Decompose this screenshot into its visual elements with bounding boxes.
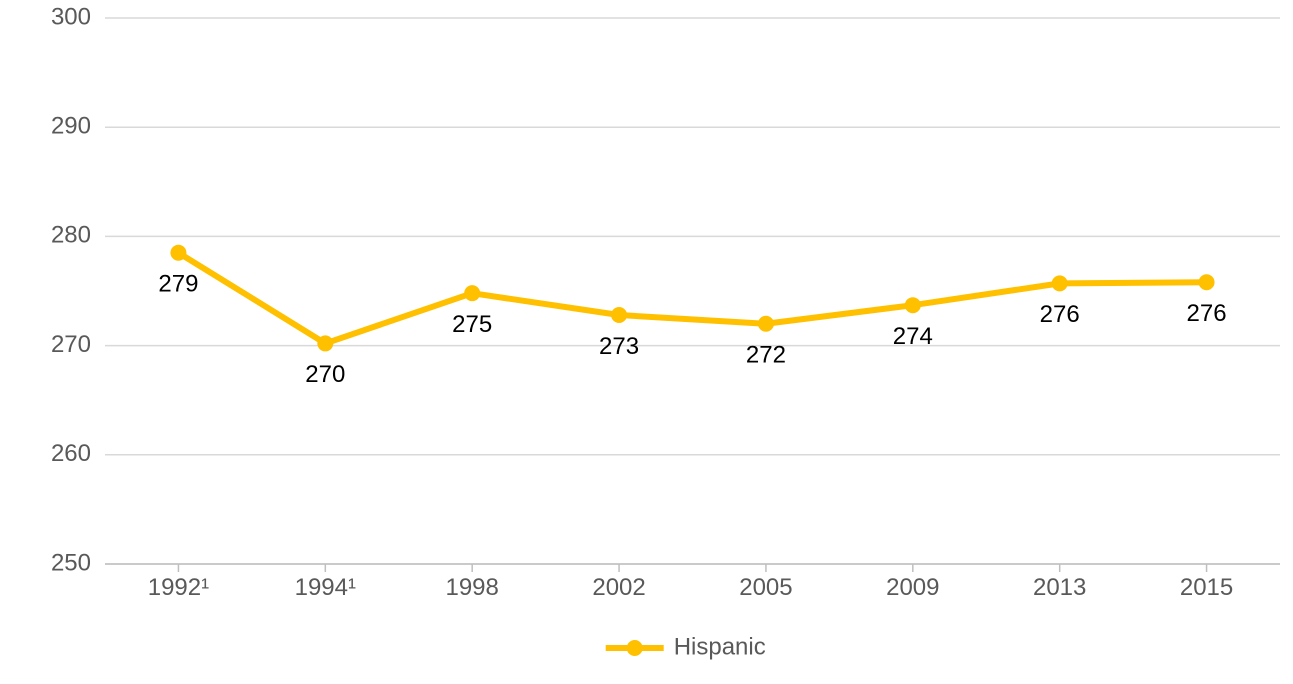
line-chart: 250 260 270 280 290 300 1992¹ 1994¹ 1998 2002 2005… — [0, 0, 1293, 684]
data-label: 275 — [452, 311, 492, 338]
x-tick-label: 1998 — [445, 574, 498, 601]
x-tick-label: 2013 — [1033, 574, 1086, 601]
x-tick-label: 1992¹ — [148, 574, 209, 601]
series-marker — [170, 245, 186, 261]
series-marker — [317, 335, 333, 351]
series-marker — [464, 285, 480, 301]
x-tick-label: 2002 — [592, 574, 645, 601]
chart-svg: 250 260 270 280 290 300 1992¹ 1994¹ 1998 2002 2005… — [0, 0, 1293, 684]
series-line — [178, 253, 1206, 344]
y-tick-label: 290 — [51, 113, 91, 140]
y-tick-label: 260 — [51, 440, 91, 467]
y-tick-label: 300 — [51, 3, 91, 30]
data-label: 270 — [305, 361, 345, 388]
series-marker — [611, 307, 627, 323]
data-label: 276 — [1040, 301, 1080, 328]
data-label: 273 — [599, 333, 639, 360]
series-marker — [905, 297, 921, 313]
x-tick-label: 2005 — [739, 574, 792, 601]
x-tick-label: 2009 — [886, 574, 939, 601]
data-label: 274 — [893, 323, 933, 350]
data-label: 276 — [1187, 300, 1227, 327]
y-tick-label: 270 — [51, 331, 91, 358]
x-tick-label: 2015 — [1180, 574, 1233, 601]
legend-marker — [627, 640, 643, 656]
series-marker — [1199, 274, 1215, 290]
legend-label: Hispanic — [674, 633, 766, 660]
x-tick-label: 1994¹ — [295, 574, 356, 601]
data-label: 272 — [746, 342, 786, 369]
data-label: 279 — [158, 271, 198, 298]
y-tick-label: 250 — [51, 549, 91, 576]
series-marker — [758, 316, 774, 332]
series-marker — [1052, 275, 1068, 291]
y-tick-label: 280 — [51, 222, 91, 249]
